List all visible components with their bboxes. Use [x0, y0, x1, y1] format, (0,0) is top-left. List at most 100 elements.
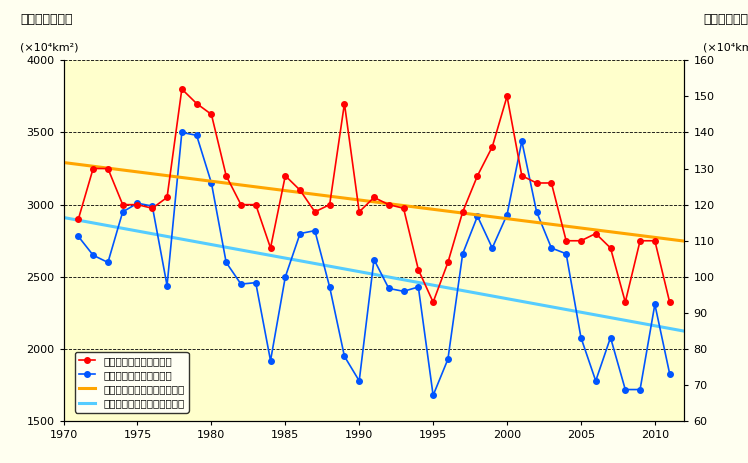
- 積算海氷域面積（左軸）: [148, 203, 157, 209]
- 積算海氷域面積（左軸）: [503, 212, 512, 218]
- 積算海氷域面積（左軸）: [133, 200, 142, 206]
- 最大海氷域面積（右軸）: [74, 216, 83, 222]
- 最大海氷域面積（変化傾向）: [429, 206, 438, 212]
- 最大海氷域面積（右軸）: [133, 202, 142, 207]
- Legend: 最大海氷域面積（右軸）, 積算海氷域面積（左軸）, 最大海氷域面積（変化傾向）, 積算海氷域面積（変化傾向）: 最大海氷域面積（右軸）, 積算海氷域面積（左軸）, 最大海氷域面積（変化傾向）,…: [75, 352, 188, 413]
- Line: 最大海氷域面積（右軸）: 最大海氷域面積（右軸）: [76, 86, 672, 305]
- 積算海氷域面積（左軸）: [103, 260, 112, 265]
- 積算海氷域面積（変化傾向）: [59, 215, 68, 220]
- 積算海氷域面積（変化傾向）: [429, 282, 438, 288]
- 最大海氷域面積（右軸）: [89, 166, 98, 171]
- 積算海氷域面積（左軸）: [251, 280, 260, 285]
- 最大海氷域面積（変化傾向）: [680, 238, 689, 244]
- 最大海氷域面積（右軸）: [325, 202, 334, 207]
- 最大海氷域面積（右軸）: [444, 260, 453, 265]
- Text: (×10⁴km²): (×10⁴km²): [20, 42, 79, 52]
- 積算海氷域面積（左軸）: [562, 251, 571, 257]
- 積算海氷域面積（変化傾向）: [379, 273, 388, 279]
- 最大海氷域面積（右軸）: [636, 238, 645, 244]
- 最大海氷域面積（右軸）: [518, 173, 527, 179]
- 積算海氷域面積（左軸）: [266, 358, 275, 363]
- 最大海氷域面積（右軸）: [295, 188, 304, 193]
- 積算海氷域面積（左軸）: [518, 138, 527, 144]
- 最大海氷域面積（変化傾向）: [59, 160, 68, 165]
- 最大海氷域面積（右軸）: [340, 101, 349, 106]
- 最大海氷域面積（右軸）: [103, 166, 112, 171]
- 積算海氷域面積（左軸）: [384, 286, 393, 291]
- 最大海氷域面積（右軸）: [236, 202, 245, 207]
- 積算海氷域面積（左軸）: [606, 335, 615, 340]
- 積算海氷域面積（左軸）: [295, 231, 304, 236]
- 最大海氷域面積（右軸）: [310, 209, 319, 215]
- 最大海氷域面積（右軸）: [665, 300, 674, 305]
- 積算海氷域面積（左軸）: [221, 260, 230, 265]
- 積算海氷域面積（左軸）: [310, 228, 319, 233]
- 積算海氷域面積（左軸）: [236, 282, 245, 287]
- 積算海氷域面積（左軸）: [118, 209, 127, 215]
- 最大海氷域面積（右軸）: [591, 231, 600, 236]
- 最大海氷域面積（右軸）: [221, 173, 230, 179]
- 積算海氷域面積（変化傾向）: [649, 323, 657, 328]
- 最大海氷域面積（右軸）: [370, 194, 378, 200]
- 最大海氷域面積（右軸）: [577, 238, 586, 244]
- 積算海氷域面積（左軸）: [532, 209, 541, 215]
- 最大海氷域面積（変化傾向）: [203, 178, 212, 183]
- 最大海氷域面積（右軸）: [606, 245, 615, 251]
- 積算海氷域面積（左軸）: [591, 378, 600, 384]
- 積算海氷域面積（左軸）: [547, 245, 556, 251]
- 積算海氷域面積（左軸）: [665, 371, 674, 376]
- 積算海氷域面積（左軸）: [577, 335, 586, 340]
- 積算海氷域面積（左軸）: [340, 354, 349, 359]
- 積算海氷域面積（左軸）: [74, 234, 83, 239]
- 積算海氷域面積（左軸）: [192, 132, 201, 138]
- 最大海氷域面積（右軸）: [177, 86, 186, 92]
- 積算海氷域面積（左軸）: [207, 180, 216, 186]
- 最大海氷域面積（右軸）: [650, 238, 659, 244]
- 積算海氷域面積（左軸）: [162, 283, 171, 288]
- 最大海氷域面積（右軸）: [399, 206, 408, 211]
- 積算海氷域面積（左軸）: [355, 378, 364, 384]
- 最大海氷域面積（変化傾向）: [178, 175, 187, 181]
- 積算海氷域面積（左軸）: [370, 257, 378, 263]
- 最大海氷域面積（右軸）: [355, 209, 364, 215]
- 最大海氷域面積（右軸）: [414, 267, 423, 272]
- 積算海氷域面積（左軸）: [444, 357, 453, 362]
- 積算海氷域面積（左軸）: [177, 130, 186, 135]
- 積算海氷域面積（左軸）: [488, 245, 497, 251]
- 最大海氷域面積（右軸）: [547, 180, 556, 186]
- 最大海氷域面積（変化傾向）: [379, 200, 388, 206]
- 積算海氷域面積（変化傾向）: [630, 319, 639, 325]
- 最大海氷域面積（右軸）: [162, 194, 171, 200]
- 最大海氷域面積（右軸）: [503, 94, 512, 99]
- 最大海氷域面積（右軸）: [429, 300, 438, 305]
- Text: 積算海氷域面積: 積算海氷域面積: [20, 13, 73, 26]
- Line: 積算海氷域面積（左軸）: 積算海氷域面積（左軸）: [76, 130, 672, 398]
- 積算海氷域面積（左軸）: [429, 393, 438, 398]
- 積算海氷域面積（左軸）: [473, 213, 482, 219]
- 積算海氷域面積（左軸）: [621, 387, 630, 392]
- Line: 最大海氷域面積（変化傾向）: 最大海氷域面積（変化傾向）: [64, 163, 684, 241]
- 最大海氷域面積（右軸）: [280, 173, 289, 179]
- 積算海氷域面積（変化傾向）: [203, 241, 212, 247]
- 最大海氷域面積（変化傾向）: [649, 234, 657, 240]
- 最大海氷域面積（右軸）: [251, 202, 260, 207]
- 積算海氷域面積（左軸）: [280, 274, 289, 280]
- 積算海氷域面積（左軸）: [650, 301, 659, 307]
- 最大海氷域面積（右軸）: [266, 245, 275, 251]
- 積算海氷域面積（左軸）: [325, 284, 334, 290]
- 最大海氷域面積（右軸）: [621, 300, 630, 305]
- 最大海氷域面積（右軸）: [473, 173, 482, 179]
- 積算海氷域面積（変化傾向）: [680, 328, 689, 334]
- 最大海氷域面積（変化傾向）: [630, 232, 639, 238]
- 最大海氷域面積（右軸）: [384, 202, 393, 207]
- Text: (×10⁴km²): (×10⁴km²): [703, 42, 748, 52]
- 積算海氷域面積（左軸）: [459, 251, 468, 257]
- 最大海氷域面積（右軸）: [148, 206, 157, 211]
- 積算海氷域面積（左軸）: [399, 288, 408, 294]
- 最大海氷域面積（右軸）: [532, 180, 541, 186]
- 積算海氷域面積（左軸）: [414, 284, 423, 290]
- Line: 積算海氷域面積（変化傾向）: 積算海氷域面積（変化傾向）: [64, 218, 684, 331]
- 最大海氷域面積（右軸）: [192, 101, 201, 106]
- 最大海氷域面積（右軸）: [488, 144, 497, 150]
- 積算海氷域面積（変化傾向）: [178, 237, 187, 242]
